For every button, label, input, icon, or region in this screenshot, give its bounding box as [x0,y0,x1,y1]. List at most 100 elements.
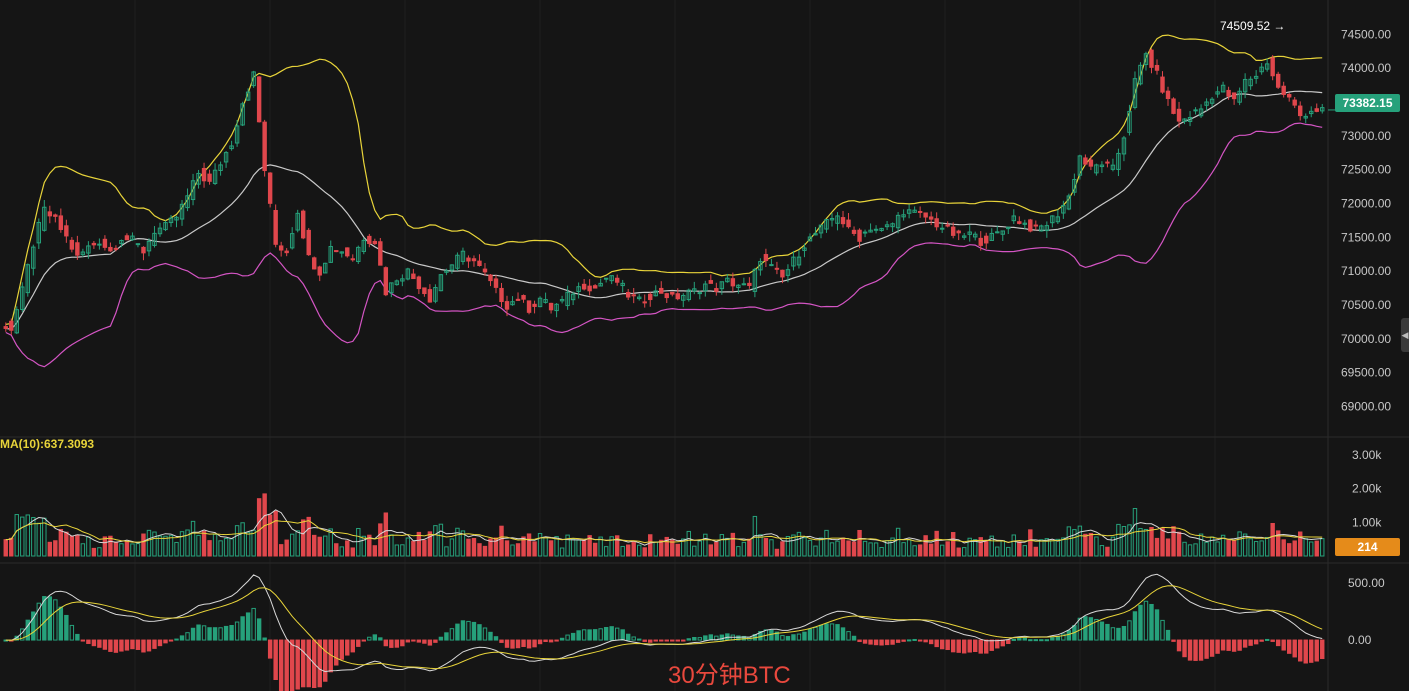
candle-body [146,240,152,252]
macd-bar [1099,621,1105,641]
macd-bar [389,639,394,648]
macd-bar [157,639,163,647]
volume-bar [477,543,482,557]
candle-body [141,246,146,254]
volume-bar [725,537,730,557]
volume-bar [1154,537,1160,557]
price-tick-label: 74500.00 [1341,27,1391,41]
candle-body [3,326,8,329]
volume-bar [394,544,400,557]
macd-bar [267,639,273,659]
macd-bar [1000,639,1005,647]
macd-bar [857,639,862,643]
volume-bar [785,536,791,557]
volume-bar [1182,541,1187,557]
macd-bar [1209,639,1215,657]
macd-bar [1061,633,1066,641]
volume-bar [1303,538,1308,557]
candle-body [648,293,653,301]
volume-bar [570,538,576,557]
candle-body [361,239,367,252]
candle-body [350,258,355,261]
candle-body [493,278,499,288]
macd-bar [91,639,97,647]
volume-bar [1193,543,1198,557]
macd-bar [780,635,785,641]
macd-bar [697,637,703,641]
candle-body [807,236,813,242]
candle-body [416,276,422,290]
macd-bar [906,639,912,642]
volume-bar [130,543,135,557]
macd-bar [950,639,956,653]
macd-bar [1011,638,1016,641]
volume-tick-label: 3.00k [1352,448,1382,462]
macd-bar [400,639,405,647]
volume-bar [587,535,592,557]
candle-body [1088,159,1094,167]
candle-body [846,219,851,228]
macd-bar [1022,637,1028,641]
macd-bar [488,631,493,641]
volume-bar [1298,531,1303,557]
candle-body [956,230,961,234]
macd-bar [339,639,344,660]
macd-dif-line [5,573,1323,673]
macd-bar [102,639,108,650]
candle-body [906,209,912,214]
macd-bar [625,633,631,641]
macd-bar [515,639,521,649]
volume-bar [1275,530,1281,557]
volume-bar [1094,536,1099,557]
volume-bar [554,536,559,557]
volume-bars [3,493,1325,557]
macd-bar [1044,639,1050,642]
macd-bar [1198,639,1204,661]
volume-bar [692,545,697,557]
candle-body [372,240,378,245]
volume-bar [1248,538,1253,557]
candle-body [1226,89,1231,97]
macd-dea-line [5,585,1323,670]
volume-bar [25,514,30,557]
candle-body [383,267,389,296]
candle-body [477,260,482,267]
candle-body [31,246,36,269]
candle-body [928,216,934,220]
candle-body [868,229,873,233]
candle-body [1259,66,1264,73]
panel-toggle-handle[interactable]: ◀ [1401,318,1409,352]
candle-body [1237,90,1242,103]
volume-bar [174,541,179,557]
volume-bar [939,544,945,557]
candle-body [664,293,669,299]
candle-body [345,247,350,257]
volume-tick-label: 1.00k [1352,515,1382,529]
volume-bar [69,535,75,557]
volume-bar [648,534,653,557]
macd-bar [565,634,570,641]
volume-bar [928,543,934,557]
macd-bar [928,639,934,645]
candle-body [510,301,515,306]
volume-bar [763,537,769,557]
macd-bar [201,625,207,641]
volume-bar [97,547,102,557]
macd-bar [648,639,653,643]
candle-body [835,215,840,224]
candle-body [130,235,135,241]
candle-body [1320,107,1325,112]
volume-last-badge: 214 [1335,538,1400,556]
volume-bar [1055,538,1061,557]
volume-bar [714,541,719,557]
candle-body [1000,230,1005,235]
macd-bar [984,639,989,654]
candle-body [124,235,130,241]
macd-bar [25,619,30,641]
volume-bar [548,540,554,557]
volume-bar [1000,540,1005,557]
macd-bar [620,629,625,641]
macd-bar [978,639,983,654]
